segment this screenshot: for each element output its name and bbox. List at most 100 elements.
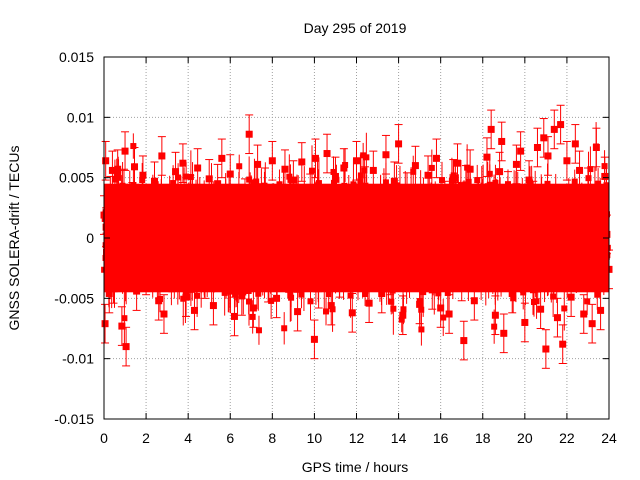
data-point (452, 267, 459, 274)
data-point (552, 189, 559, 196)
data-point (108, 166, 116, 174)
data-point (396, 185, 403, 192)
data-point (109, 280, 117, 288)
data-point (503, 213, 510, 220)
data-point (205, 247, 212, 254)
data-point (501, 249, 508, 256)
data-point (258, 183, 265, 190)
y-tick-label: 0.01 (67, 109, 94, 125)
data-point (208, 185, 215, 192)
data-point (255, 327, 262, 334)
data-point (422, 254, 429, 261)
data-point (175, 174, 182, 181)
data-point (112, 245, 119, 252)
data-point (450, 215, 457, 222)
data-point (445, 310, 453, 318)
data-point (420, 228, 427, 235)
data-point (484, 221, 491, 228)
data-point (286, 173, 293, 180)
data-point (383, 260, 390, 267)
data-point (411, 223, 418, 230)
data-point (113, 215, 120, 222)
data-point (434, 249, 441, 256)
data-point (386, 217, 393, 224)
data-point (318, 225, 325, 232)
data-point (151, 177, 158, 185)
data-point (161, 256, 168, 263)
data-point (570, 241, 577, 248)
data-point (474, 177, 481, 184)
data-point (378, 290, 386, 298)
data-point (351, 252, 358, 259)
data-point (491, 311, 499, 319)
data-point (441, 197, 449, 205)
data-point (567, 293, 575, 301)
chart-title: Day 295 of 2019 (304, 20, 407, 36)
data-point (317, 217, 324, 224)
data-point (416, 300, 424, 308)
data-point (277, 211, 285, 219)
data-point (123, 215, 130, 222)
data-point (349, 238, 356, 245)
data-point (438, 232, 445, 239)
data-point (390, 305, 397, 312)
data-point (435, 217, 442, 224)
data-point (408, 187, 415, 194)
data-point (210, 194, 217, 201)
data-point (133, 287, 141, 295)
data-point (308, 217, 315, 224)
data-point (288, 280, 295, 287)
data-point (198, 282, 205, 289)
data-point (395, 140, 403, 148)
data-point (414, 253, 421, 260)
data-point (303, 243, 310, 250)
data-point (574, 211, 581, 218)
data-point (350, 181, 357, 188)
data-point (407, 258, 415, 266)
data-point (255, 260, 262, 267)
data-point (158, 259, 165, 266)
data-point (560, 257, 567, 264)
data-point (575, 225, 582, 232)
data-point (218, 255, 225, 262)
data-point (300, 221, 307, 228)
data-point (218, 154, 226, 162)
data-point (390, 246, 397, 253)
data-point (543, 267, 550, 274)
data-point (376, 279, 383, 286)
data-point (570, 219, 577, 226)
data-point (549, 196, 556, 203)
data-point (139, 171, 147, 179)
data-point (403, 276, 410, 283)
data-point (594, 262, 601, 269)
data-point (342, 210, 349, 217)
data-point (569, 229, 576, 236)
data-point (528, 184, 535, 191)
data-point (369, 258, 376, 265)
data-point (206, 198, 213, 205)
data-point (556, 248, 563, 255)
data-point (588, 226, 595, 233)
data-point (416, 229, 423, 236)
data-point (115, 195, 122, 202)
data-point (503, 259, 510, 266)
data-point (478, 189, 485, 196)
data-point (155, 270, 162, 277)
data-point (135, 265, 142, 272)
data-point (270, 200, 277, 207)
data-point (572, 222, 579, 229)
data-point (142, 271, 150, 279)
data-point (519, 194, 526, 201)
data-series (100, 104, 613, 369)
data-point (259, 270, 266, 277)
data-point (490, 227, 497, 234)
data-point (111, 205, 118, 212)
data-point (172, 168, 180, 176)
data-point (435, 273, 442, 280)
data-point (214, 251, 221, 258)
data-point (492, 230, 499, 237)
data-point (264, 279, 272, 287)
data-point (251, 179, 258, 186)
data-point (383, 200, 390, 207)
data-point (351, 218, 358, 225)
